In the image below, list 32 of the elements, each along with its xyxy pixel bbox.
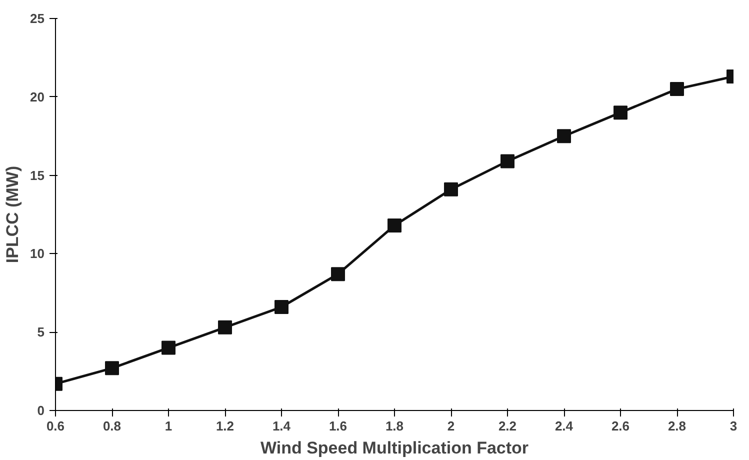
point	[162, 340, 176, 355]
y-tick-label: 15	[30, 168, 45, 183]
point	[614, 106, 628, 120]
point	[557, 129, 571, 144]
x-tick-label: 0.6	[46, 418, 65, 434]
x-tick-label: 1	[164, 418, 172, 434]
point	[670, 82, 684, 96]
x-tick-label: 2	[447, 418, 455, 434]
y-tick-label: 20	[30, 89, 45, 104]
point	[274, 300, 288, 314]
x-tick-label: 1.8	[385, 418, 404, 434]
x-tick-label: 3	[730, 418, 738, 434]
point	[388, 218, 402, 232]
x-axis-title: Wind Speed Multiplication Factor	[260, 438, 529, 458]
x-tick-label: 1.6	[328, 418, 348, 434]
y-tick-label: 0	[37, 403, 45, 418]
x-tick-label: 2.2	[498, 418, 517, 434]
point	[500, 154, 514, 168]
x-tick-label: 2.4	[554, 418, 574, 434]
x-tick-label: 2.8	[668, 418, 686, 434]
x-tick-label: 2.6	[611, 418, 630, 434]
x-tick-label: 0.8	[102, 418, 122, 434]
y-tick-label: 5	[37, 324, 45, 340]
y-tick-label: 10	[30, 246, 45, 262]
y-tick-label: 25	[30, 11, 45, 26]
x-tick-label: 1.4	[272, 418, 292, 434]
point	[444, 182, 458, 196]
point	[105, 361, 119, 376]
x-tick-label: 1.2	[216, 418, 234, 434]
point	[331, 267, 345, 282]
y-axis-title: IPLCC (MW)	[3, 166, 22, 264]
point	[218, 320, 232, 334]
